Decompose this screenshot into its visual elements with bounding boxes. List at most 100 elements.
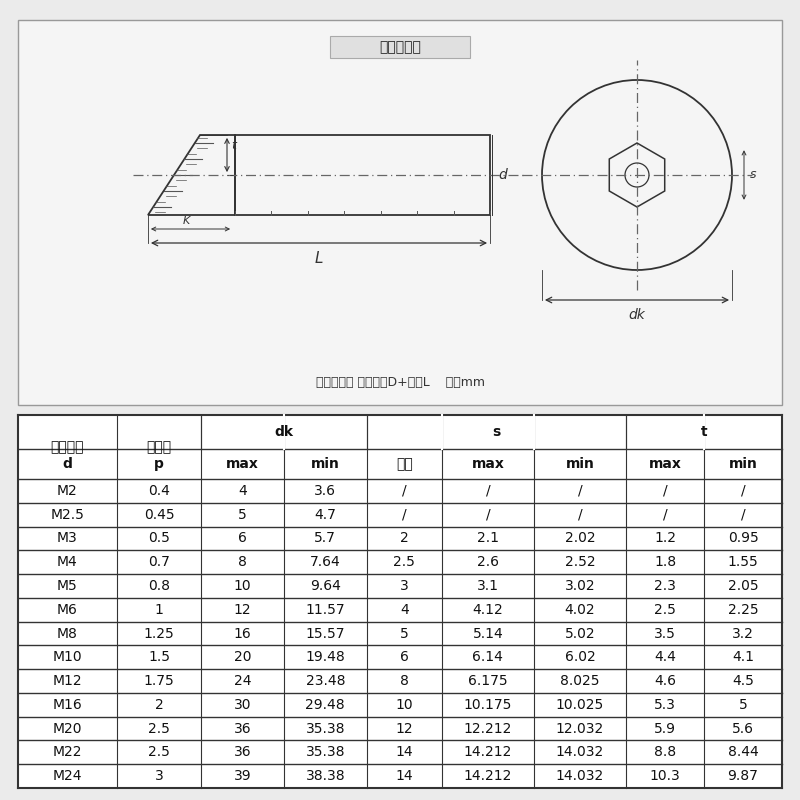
Text: 36: 36	[234, 722, 251, 735]
Text: 3.1: 3.1	[477, 579, 499, 593]
Text: max: max	[649, 457, 682, 471]
Text: 24: 24	[234, 674, 251, 688]
Text: 29.48: 29.48	[306, 698, 345, 712]
Text: 15.57: 15.57	[306, 626, 345, 641]
Text: /: /	[486, 508, 490, 522]
Text: 1.8: 1.8	[654, 555, 676, 569]
Text: 2.5: 2.5	[394, 555, 415, 569]
Text: 4: 4	[400, 602, 409, 617]
Text: 0.95: 0.95	[728, 531, 758, 546]
Text: 4.6: 4.6	[654, 674, 676, 688]
Text: 2.6: 2.6	[477, 555, 499, 569]
Text: 0.5: 0.5	[148, 531, 170, 546]
Text: 4.7: 4.7	[314, 508, 336, 522]
Text: 0.4: 0.4	[148, 484, 170, 498]
Text: 规格组成： 论纹直径D+长度L    单位mm: 规格组成： 论纹直径D+长度L 单位mm	[315, 377, 485, 390]
Text: 2: 2	[154, 698, 163, 712]
Text: t: t	[231, 139, 236, 152]
Text: 6.14: 6.14	[473, 650, 503, 664]
Text: 14.212: 14.212	[464, 746, 512, 759]
Text: 10: 10	[234, 579, 251, 593]
Text: /: /	[486, 484, 490, 498]
Text: 1.55: 1.55	[728, 555, 758, 569]
Text: 5.7: 5.7	[314, 531, 336, 546]
Text: /: /	[402, 508, 406, 522]
Text: 5: 5	[738, 698, 747, 712]
Text: M10: M10	[53, 650, 82, 664]
Text: 30: 30	[234, 698, 251, 712]
Text: 8: 8	[238, 555, 247, 569]
Text: 5: 5	[238, 508, 247, 522]
Text: s: s	[492, 425, 501, 439]
Text: 8.025: 8.025	[560, 674, 600, 688]
Text: 12: 12	[395, 722, 413, 735]
Text: L: L	[314, 251, 323, 266]
Text: 4.5: 4.5	[732, 674, 754, 688]
Text: 2.52: 2.52	[565, 555, 595, 569]
Text: 0.8: 0.8	[148, 579, 170, 593]
Text: 35.38: 35.38	[306, 746, 345, 759]
Text: 2.3: 2.3	[654, 579, 676, 593]
Text: p: p	[154, 457, 164, 471]
Text: 2.5: 2.5	[148, 722, 170, 735]
Text: 0.45: 0.45	[144, 508, 174, 522]
Text: /: /	[662, 508, 667, 522]
Text: M12: M12	[53, 674, 82, 688]
Text: 公称直径: 公称直径	[50, 440, 84, 454]
Text: 3.02: 3.02	[565, 579, 595, 593]
Text: 4.1: 4.1	[732, 650, 754, 664]
Text: 38.38: 38.38	[306, 769, 345, 783]
Text: 8.44: 8.44	[728, 746, 758, 759]
Text: 4.12: 4.12	[473, 602, 503, 617]
Bar	[235, 135, 490, 215]
Text: M6: M6	[57, 602, 78, 617]
Text: 19.48: 19.48	[306, 650, 345, 664]
Text: 6: 6	[400, 650, 409, 664]
Text: 6.02: 6.02	[565, 650, 595, 664]
Text: 公称: 公称	[396, 457, 413, 471]
Text: s: s	[750, 169, 757, 182]
Text: 8.8: 8.8	[654, 746, 676, 759]
Text: max: max	[226, 457, 259, 471]
Text: M20: M20	[53, 722, 82, 735]
Text: 5: 5	[400, 626, 409, 641]
Text: 11.57: 11.57	[306, 602, 345, 617]
Text: 14: 14	[395, 769, 413, 783]
Text: 14.032: 14.032	[556, 746, 604, 759]
Text: 10: 10	[395, 698, 413, 712]
Text: d: d	[498, 168, 506, 182]
Text: d: d	[62, 457, 72, 471]
Text: 1: 1	[154, 602, 163, 617]
Text: K: K	[183, 216, 190, 226]
Text: 10.3: 10.3	[650, 769, 680, 783]
Text: 35.38: 35.38	[306, 722, 345, 735]
Text: 8: 8	[400, 674, 409, 688]
Text: 1.25: 1.25	[143, 626, 174, 641]
Text: 39: 39	[234, 769, 251, 783]
Text: 5.02: 5.02	[565, 626, 595, 641]
Text: 2: 2	[400, 531, 409, 546]
Text: 2.1: 2.1	[477, 531, 499, 546]
Text: 5.9: 5.9	[654, 722, 676, 735]
Text: 6.175: 6.175	[468, 674, 508, 688]
Text: 粗螺距: 粗螺距	[146, 440, 171, 454]
Text: 3.6: 3.6	[314, 484, 336, 498]
Text: 12.032: 12.032	[556, 722, 604, 735]
Text: M24: M24	[53, 769, 82, 783]
Bar	[18, 415, 782, 788]
Text: 16: 16	[234, 626, 251, 641]
Text: M22: M22	[53, 746, 82, 759]
Text: 5.3: 5.3	[654, 698, 676, 712]
Text: 4.02: 4.02	[565, 602, 595, 617]
Text: /: /	[578, 508, 582, 522]
Text: 10.175: 10.175	[464, 698, 512, 712]
Text: /: /	[662, 484, 667, 498]
Text: 14: 14	[395, 746, 413, 759]
Bar	[330, 36, 470, 58]
Text: min: min	[729, 457, 758, 471]
Text: M16: M16	[53, 698, 82, 712]
Text: 3.2: 3.2	[732, 626, 754, 641]
Text: t: t	[701, 425, 707, 439]
Text: 1.2: 1.2	[654, 531, 676, 546]
Text: 9.87: 9.87	[727, 769, 758, 783]
